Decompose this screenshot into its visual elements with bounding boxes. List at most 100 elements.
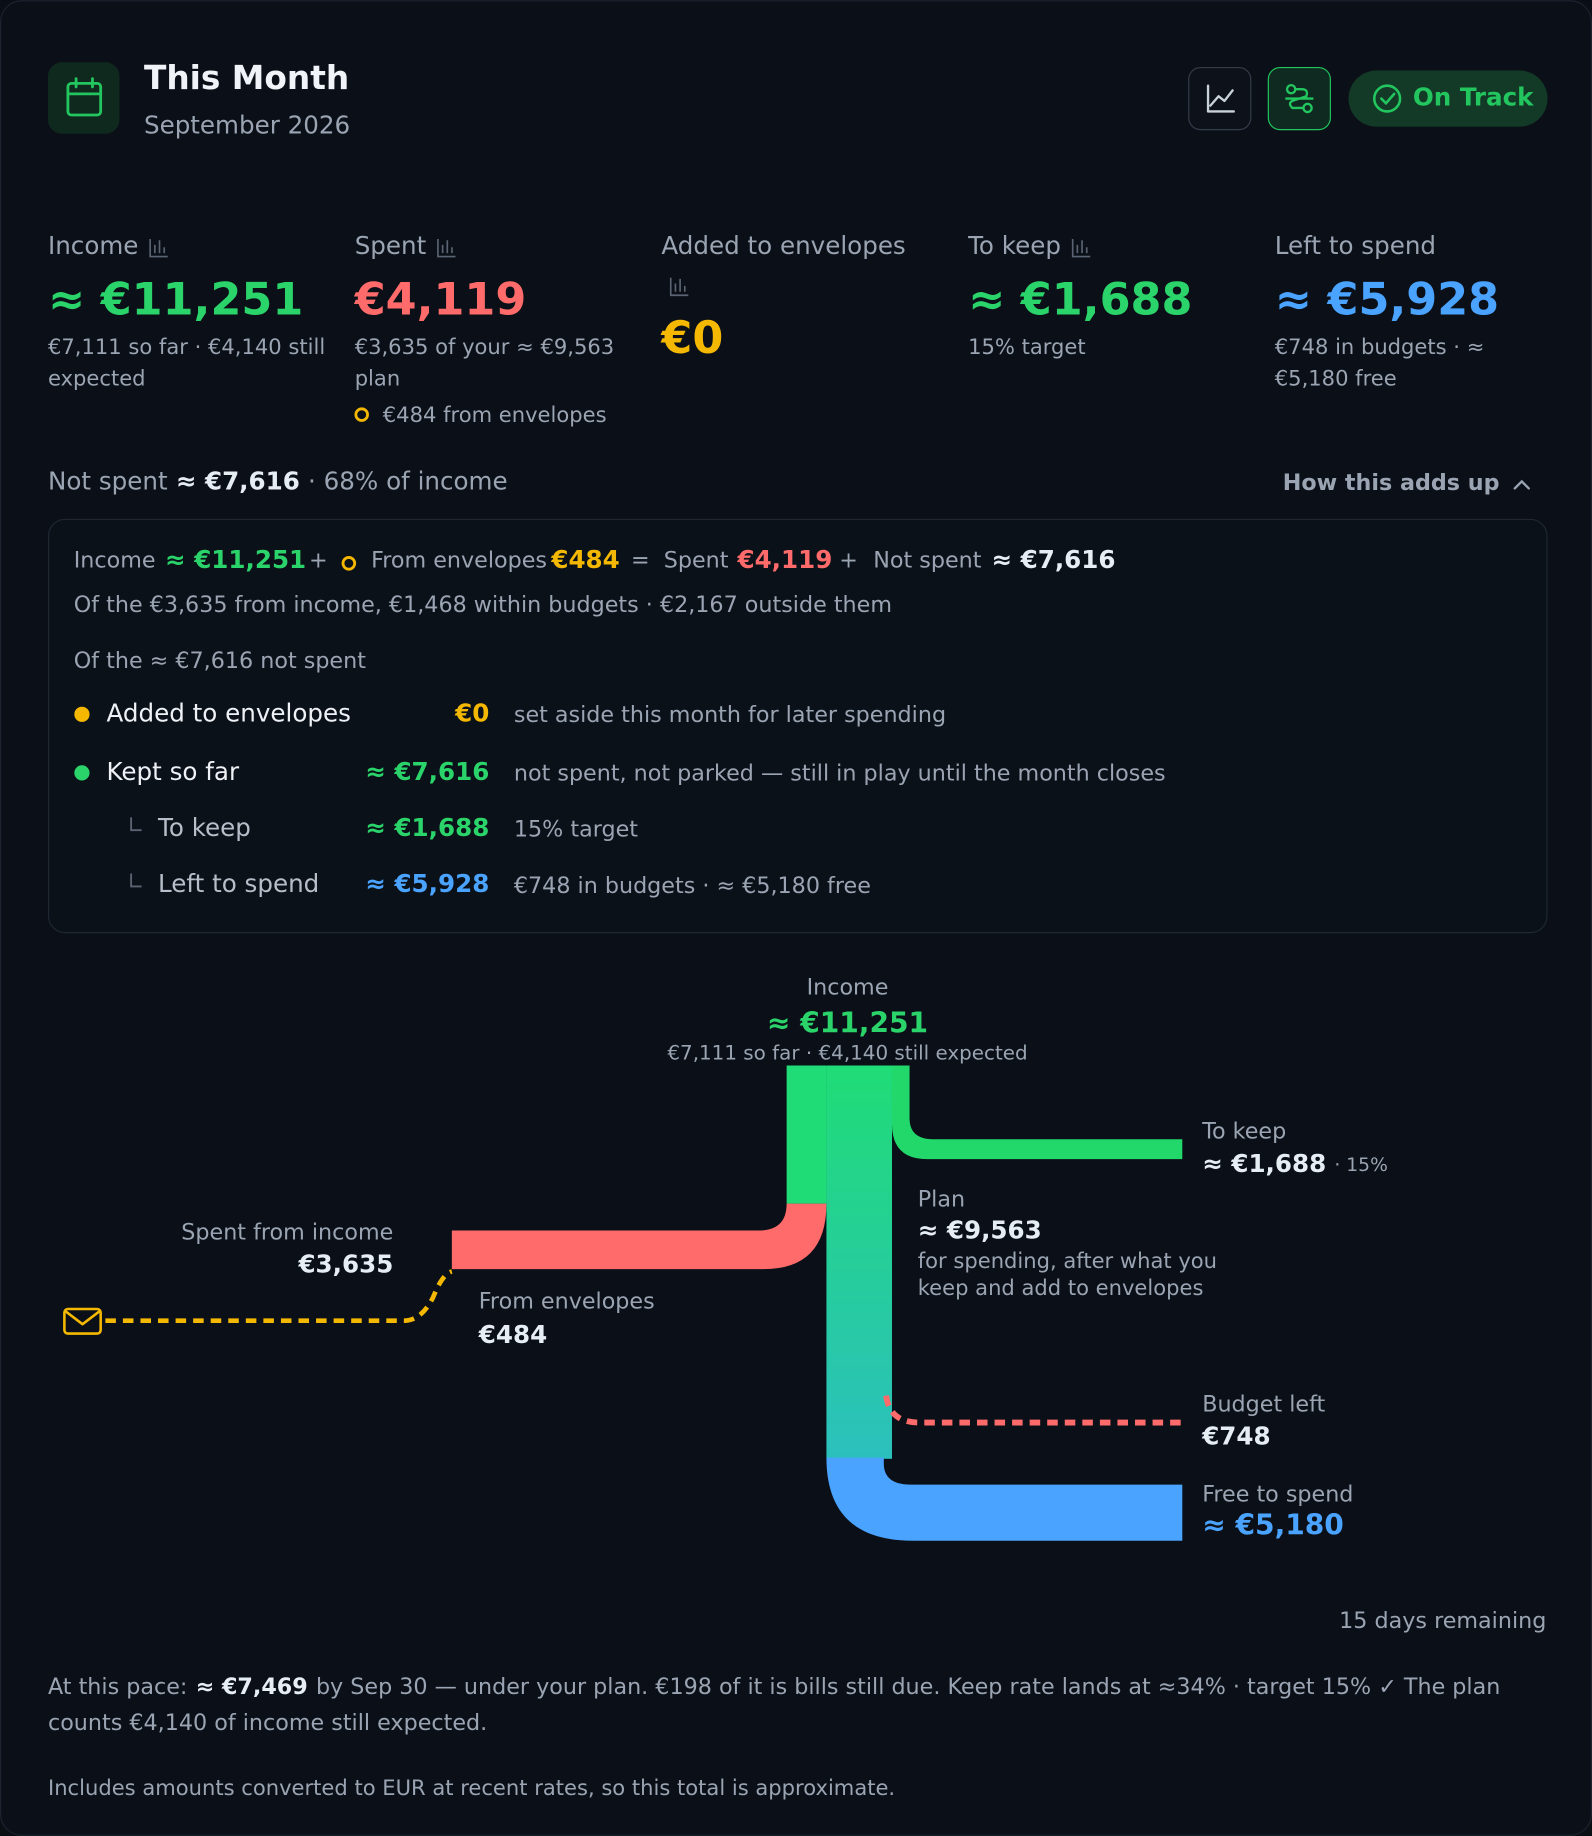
keep-ribbon bbox=[891, 1065, 1183, 1160]
stat-label: Added to envelopes bbox=[661, 231, 905, 260]
envelope-icon bbox=[63, 1307, 102, 1335]
status-text[interactable]: On Track bbox=[1413, 83, 1534, 112]
row-dot bbox=[74, 706, 90, 722]
flow-label: Free to spend bbox=[1202, 1482, 1353, 1508]
equation-part: ≈ €7,616 bbox=[991, 545, 1115, 574]
row-amount: ≈ €1,688 bbox=[365, 813, 489, 842]
summary-line: Not spent ≈ €7,616 · 68% of income bbox=[48, 467, 508, 496]
stat-note: plan bbox=[355, 366, 400, 391]
flow-amount: €748 bbox=[1201, 1422, 1270, 1451]
flow-label: Spent from income bbox=[181, 1219, 393, 1245]
chart-button[interactable] bbox=[1188, 66, 1252, 131]
free-ribbon bbox=[826, 1457, 1183, 1541]
row-label: To keep bbox=[157, 813, 251, 842]
flow-note: for spending, after what you bbox=[918, 1248, 1217, 1273]
pace-line: counts €4,140 of income still expected. bbox=[48, 1710, 487, 1736]
chevron-up[interactable] bbox=[1513, 479, 1530, 490]
equation-part: €4,119 bbox=[736, 545, 832, 574]
flow-node[interactable] bbox=[1285, 83, 1297, 95]
row-label: Kept so far bbox=[107, 757, 240, 786]
text-run: Not spent bbox=[48, 467, 168, 496]
stats-icon bbox=[1071, 239, 1091, 258]
row-label: Added to envelopes bbox=[107, 698, 351, 727]
equation-part: Income bbox=[74, 547, 156, 573]
stat-extra: €484 from envelopes bbox=[383, 402, 607, 427]
row-dot bbox=[74, 765, 90, 781]
stat-note: expected bbox=[48, 366, 146, 391]
equation-part: From envelopes bbox=[371, 547, 547, 573]
flow-amount: €3,635 bbox=[297, 1250, 393, 1279]
flow-label: Budget left bbox=[1202, 1391, 1325, 1417]
toggle-link[interactable]: How this adds up bbox=[1283, 470, 1500, 496]
row-amount: €0 bbox=[454, 698, 489, 727]
flow-amount: ≈ €5,180 bbox=[1202, 1509, 1344, 1542]
plan-column bbox=[826, 1065, 892, 1459]
row-amount: ≈ €7,616 bbox=[365, 757, 489, 786]
row-note: not spent, not parked — still in play un… bbox=[514, 761, 1166, 787]
envelope-body bbox=[63, 1307, 102, 1335]
flow-note: €7,111 so far · €4,140 still expected bbox=[667, 1041, 1027, 1064]
pace-line: At this pace: ≈ €7,469 by Sep 30 — under y… bbox=[48, 1674, 1500, 1700]
equation-part: Not spent bbox=[873, 547, 981, 573]
stat-label: Income bbox=[48, 231, 138, 260]
text-run: by Sep 30 — under your plan. €198 of it … bbox=[316, 1674, 1500, 1700]
stat-note: 15% target bbox=[968, 334, 1086, 359]
days-remaining: 15 days remaining bbox=[1339, 1608, 1546, 1634]
flow-button[interactable] bbox=[1267, 66, 1331, 131]
flow-amount: ≈ €9,563 bbox=[918, 1216, 1042, 1245]
flow-label: Income bbox=[807, 975, 889, 1001]
chart-icon[interactable] bbox=[1206, 84, 1235, 113]
stat-note: €748 in budgets · ≈ bbox=[1275, 334, 1485, 359]
envelope-ring bbox=[354, 407, 369, 422]
row-note: €748 in budgets · ≈ €5,180 free bbox=[514, 873, 871, 899]
check-mark[interactable] bbox=[1380, 92, 1396, 106]
breakdown-heading: Of the ≈ €7,616 not spent bbox=[74, 648, 366, 674]
stat-note: €7,111 so far · €4,140 still bbox=[48, 334, 325, 359]
branch-glyph bbox=[130, 817, 142, 888]
text-run: At this pace: bbox=[48, 1674, 187, 1700]
envelope-ribbon bbox=[105, 1269, 453, 1324]
stat-value: €0 bbox=[660, 313, 723, 364]
text-run: ≈ €7,469 bbox=[196, 1674, 308, 1700]
flow-label: To keep bbox=[1201, 1119, 1286, 1145]
row-note: set aside this month for later spending bbox=[514, 702, 946, 728]
equation-part: = bbox=[631, 547, 650, 573]
stat-label: Left to spend bbox=[1275, 231, 1436, 260]
stat-label: Spent bbox=[355, 231, 427, 260]
stats-icon bbox=[437, 239, 456, 258]
row-label: Left to spend bbox=[158, 869, 319, 898]
stats-icon bbox=[669, 277, 689, 297]
flow-note: keep and add to envelopes bbox=[918, 1275, 1204, 1300]
stat-value: €4,119 bbox=[354, 274, 527, 325]
calendar-icon bbox=[66, 77, 103, 117]
flow-amount: ≈ €1,688 · 15% bbox=[1202, 1149, 1388, 1178]
title: This Month bbox=[144, 59, 349, 97]
text-run: · 15% bbox=[1334, 1154, 1388, 1175]
breakdown-panel bbox=[47, 518, 1548, 934]
stat-note: €5,180 free bbox=[1275, 366, 1397, 391]
flow-amount: ≈ €11,251 bbox=[767, 1007, 928, 1040]
equation-part: ≈ €11,251 bbox=[165, 545, 306, 574]
envelope-ring bbox=[341, 556, 357, 571]
flow-amount: €484 bbox=[478, 1320, 547, 1349]
status-pill[interactable]: On Track bbox=[1348, 70, 1548, 127]
flow-node[interactable] bbox=[1302, 102, 1313, 114]
stat-value: ≈ €5,928 bbox=[1275, 274, 1499, 325]
equation-part: + bbox=[309, 547, 328, 573]
flow-path[interactable] bbox=[1285, 88, 1314, 110]
flow-icon[interactable] bbox=[1285, 83, 1314, 114]
budget-ribbon bbox=[883, 1395, 1183, 1426]
text-run: · 68% of income bbox=[308, 467, 508, 496]
stat-note: €3,635 of your ≈ €9,563 bbox=[355, 334, 615, 359]
check-circle[interactable] bbox=[1372, 84, 1402, 113]
row-note: 15% target bbox=[514, 817, 638, 843]
pill-bg[interactable] bbox=[1348, 70, 1548, 127]
stat-value: ≈ €1,688 bbox=[968, 274, 1192, 325]
subtitle: September 2026 bbox=[144, 111, 350, 140]
row-amount: ≈ €5,928 bbox=[365, 869, 489, 898]
breakdown-detail: Of the €3,635 from income, €1,468 within… bbox=[74, 592, 892, 618]
calendar-badge bbox=[47, 62, 120, 134]
income-column bbox=[786, 1065, 827, 1204]
equation-part: €484 bbox=[550, 545, 619, 574]
